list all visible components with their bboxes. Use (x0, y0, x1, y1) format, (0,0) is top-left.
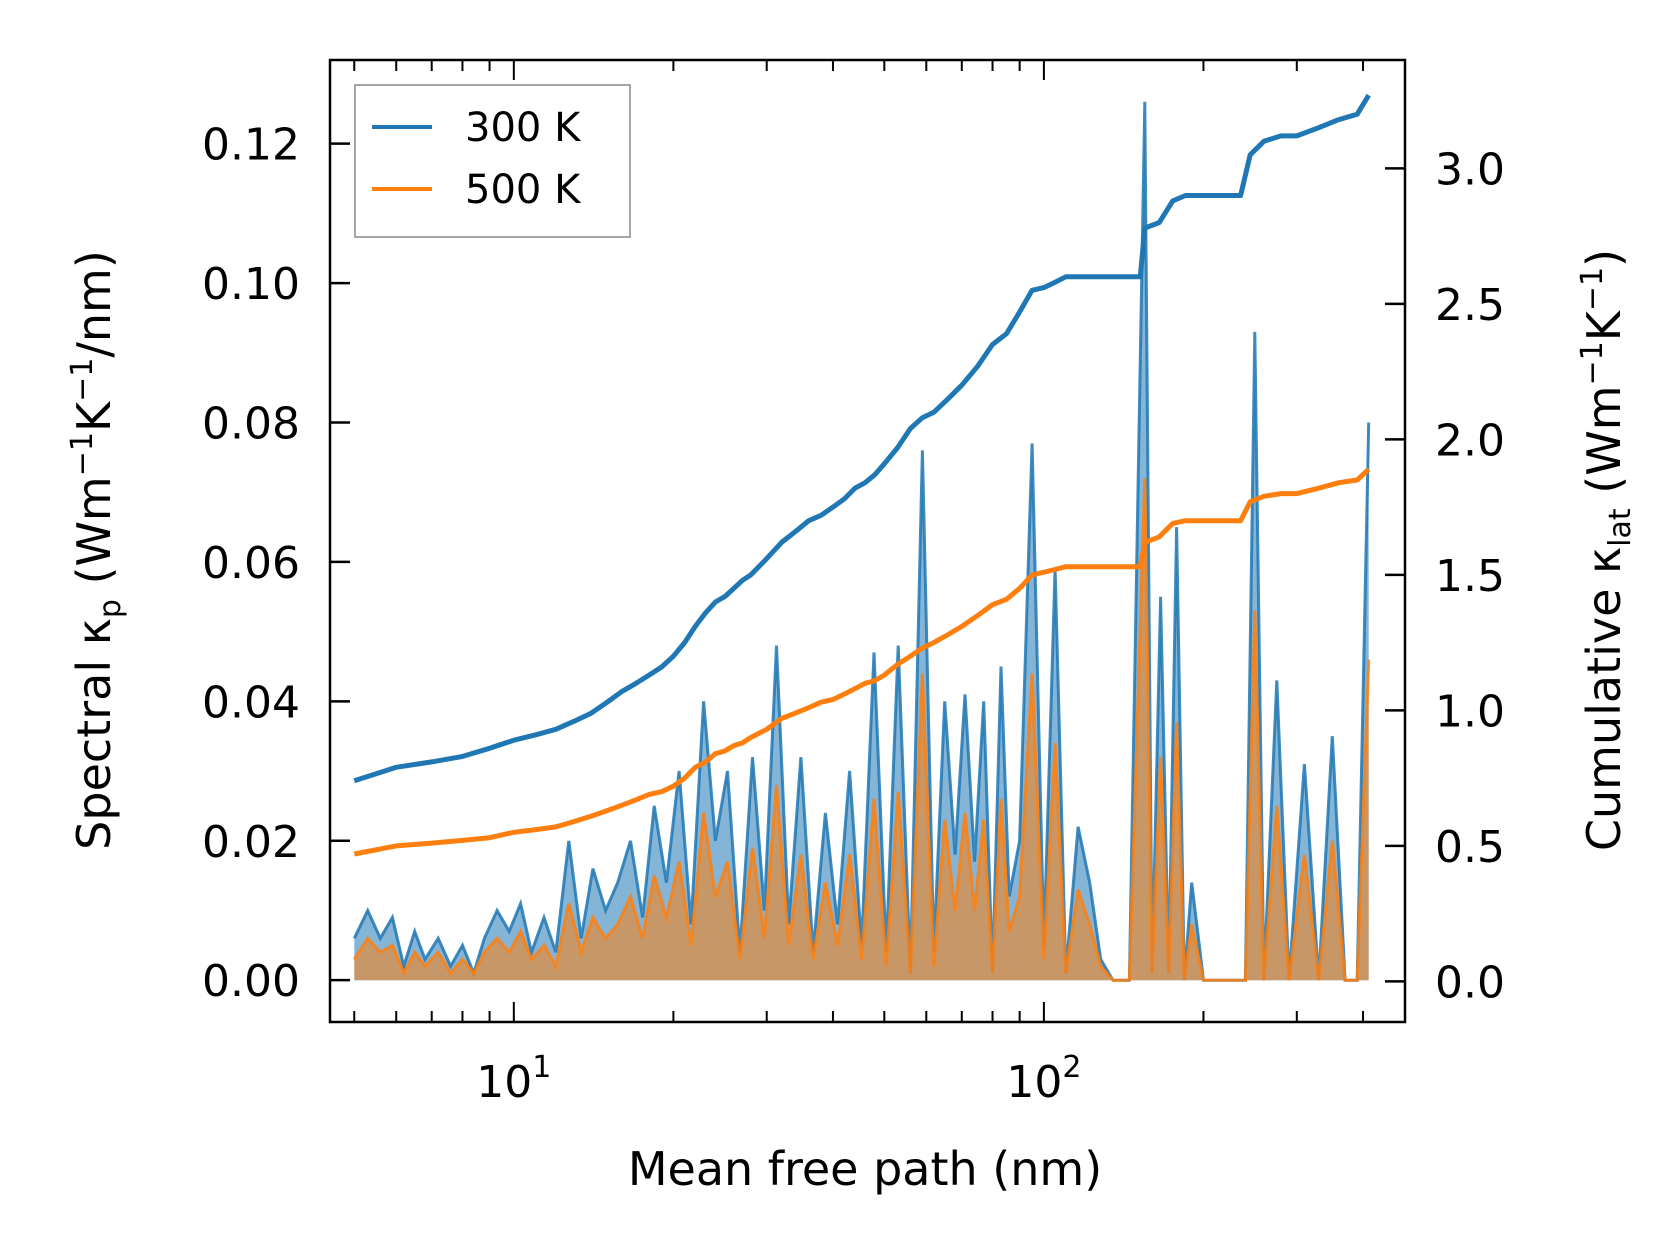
legend-label-300k: 300 K (465, 105, 582, 151)
y2-tick-label: 1.0 (1435, 686, 1505, 737)
y-axis-label: Spectral κp (Wm−1K−1/nm) (65, 250, 128, 850)
y2-tick-label: 0.5 (1435, 822, 1505, 873)
cumulative-line-300k (353, 93, 1371, 784)
y-tick-label: 0.10 (202, 259, 300, 310)
x-tick-label-exponent: 2 (1062, 1050, 1081, 1085)
y-tick-label: 0.08 (202, 398, 300, 449)
x-tick-label-exponent: 1 (532, 1050, 551, 1085)
y2-tick-label: 2.5 (1435, 280, 1505, 331)
spectral-area-500k (354, 478, 1369, 981)
x-tick-label-base: 10 (476, 1057, 532, 1108)
y-tick-label: 0.06 (202, 538, 300, 589)
legend: 300 K 500 K (354, 84, 631, 238)
y-tick-label: 0.00 (202, 956, 300, 1007)
cumulative-line-500k (353, 467, 1371, 857)
y-tick-label: 0.04 (202, 677, 300, 728)
legend-frame (354, 84, 631, 238)
y2-tick-label: 1.5 (1435, 551, 1505, 602)
y2-tick-label: 0.0 (1435, 957, 1505, 1008)
x-axis-label: Mean free path (nm) (628, 1142, 1102, 1196)
cumulative-layer (353, 93, 1371, 857)
axes-layer: 0.00 0.02 0.04 0.06 0.08 0.10 0.12 0.0 0.5 1.0 1.5… (202, 58, 1505, 1108)
x-tick-label: 101 (476, 1050, 551, 1108)
spectral-layer (352, 101, 1371, 982)
x-tick-label-base: 10 (1006, 1057, 1062, 1108)
plot-frame (328, 58, 1407, 1024)
spectral-line-500k (353, 478, 1371, 982)
legend-label-500k: 500 K (465, 167, 582, 213)
y2-tick-label: 2.0 (1435, 415, 1505, 466)
y-tick-label: 0.02 (202, 817, 300, 868)
y2-tick-label: 3.0 (1435, 144, 1505, 195)
spectral-line-300k (352, 101, 1371, 982)
x-tick-label: 102 (1006, 1050, 1081, 1108)
y-tick-label: 0.12 (202, 120, 300, 171)
y2-axis-label: Cumulative κlat (Wm−1K−1) (1575, 249, 1638, 851)
